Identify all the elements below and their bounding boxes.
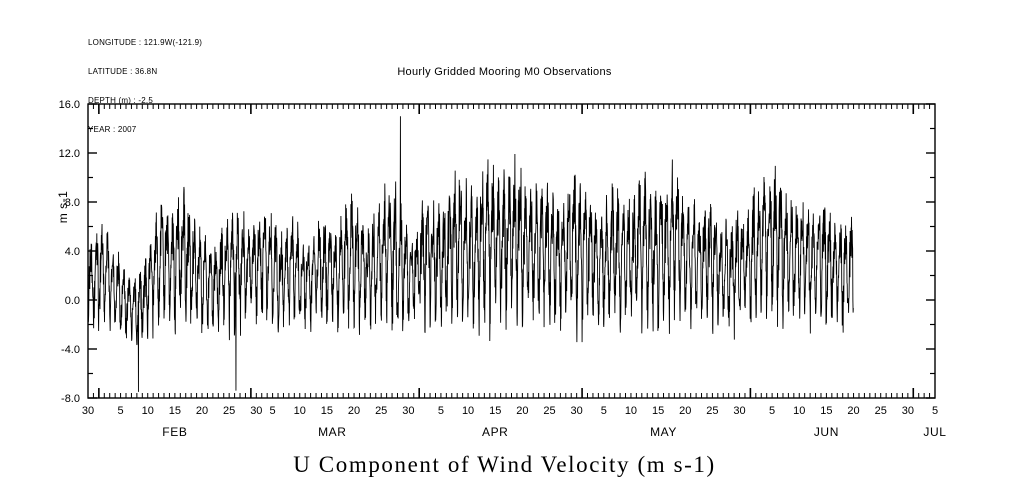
svg-text:JUN: JUN — [814, 425, 839, 439]
metadata-longitude: LONGITUDE : 121.9W(-121.9) — [88, 38, 203, 48]
svg-text:15: 15 — [489, 405, 501, 417]
timeseries-plot: 16.012.08.04.00.0-4.0-8.030 5 10 15 20 25 30 5 1… — [59, 99, 946, 439]
svg-text:20: 20 — [348, 405, 360, 417]
svg-text:10: 10 — [625, 405, 637, 417]
svg-text:10: 10 — [142, 405, 154, 417]
svg-text:25: 25 — [543, 405, 555, 417]
svg-text:30: 30 — [250, 405, 262, 417]
svg-text:-8.0: -8.0 — [61, 393, 80, 405]
svg-text:5: 5 — [932, 405, 938, 417]
svg-text:0.0: 0.0 — [65, 295, 80, 307]
svg-text:FEB: FEB — [162, 425, 187, 439]
svg-text:5: 5 — [270, 405, 276, 417]
svg-text:30: 30 — [571, 405, 583, 417]
metadata-depth: DEPTH (m) : -2.5 — [88, 95, 153, 105]
svg-text:5: 5 — [601, 405, 607, 417]
svg-text:JUL: JUL — [923, 425, 946, 439]
svg-text:20: 20 — [847, 405, 859, 417]
svg-text:5: 5 — [769, 405, 775, 417]
svg-text:5: 5 — [118, 405, 124, 417]
svg-text:MAY: MAY — [650, 425, 677, 439]
svg-text:16.0: 16.0 — [59, 99, 80, 111]
svg-text:10: 10 — [294, 405, 306, 417]
svg-text:30: 30 — [902, 405, 914, 417]
svg-text:APR: APR — [482, 425, 508, 439]
svg-text:15: 15 — [169, 405, 181, 417]
chart-title: Hourly Gridded Mooring M0 Observations — [397, 66, 612, 78]
metadata-year: YEAR : 2007 — [88, 124, 137, 134]
svg-text:25: 25 — [875, 405, 887, 417]
svg-text:20: 20 — [516, 405, 528, 417]
svg-text:12.0: 12.0 — [59, 148, 80, 160]
svg-text:30: 30 — [82, 405, 94, 417]
svg-text:-4.0: -4.0 — [61, 344, 80, 356]
svg-text:15: 15 — [652, 405, 664, 417]
svg-text:20: 20 — [679, 405, 691, 417]
svg-text:10: 10 — [462, 405, 474, 417]
svg-text:MAR: MAR — [318, 425, 346, 439]
svg-text:15: 15 — [820, 405, 832, 417]
metadata-latitude: LATITUDE : 36.8N — [88, 66, 158, 76]
svg-text:25: 25 — [375, 405, 387, 417]
svg-text:8.0: 8.0 — [65, 197, 80, 209]
svg-text:5: 5 — [438, 405, 444, 417]
svg-text:10: 10 — [793, 405, 805, 417]
svg-text:30: 30 — [402, 405, 414, 417]
svg-text:25: 25 — [706, 405, 718, 417]
svg-text:4.0: 4.0 — [65, 246, 80, 258]
svg-text:25: 25 — [223, 405, 235, 417]
svg-text:30: 30 — [733, 405, 745, 417]
svg-text:20: 20 — [196, 405, 208, 417]
metadata-block: LONGITUDE : 121.9W(-121.9) LATITUDE : 36… — [88, 19, 202, 144]
svg-text:15: 15 — [321, 405, 333, 417]
figure-caption: U Component of Wind Velocity (m s-1) — [293, 452, 716, 477]
